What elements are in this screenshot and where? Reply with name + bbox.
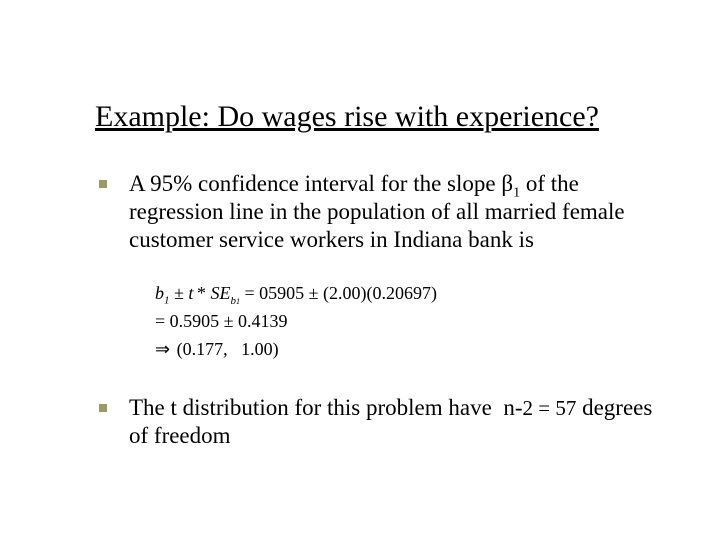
slide-title: Example: Do wages rise with experience? bbox=[95, 100, 660, 134]
equation-line-1: b1 ± t * SEb1 = 05905 ± (2.00)(0.20697) bbox=[155, 280, 660, 308]
bullet-list-2: The t distribution for this problem have… bbox=[95, 394, 660, 450]
slide-container: Example: Do wages rise with experience? … bbox=[0, 0, 720, 540]
bullet-item-2: The t distribution for this problem have… bbox=[95, 394, 660, 450]
equation-line-2: = 0.5905 ± 0.4139 bbox=[155, 308, 660, 336]
equation-line-3: ⇒ (0.177, 1.00) bbox=[155, 336, 660, 364]
bullet-item-1: A 95% confidence interval for the slope … bbox=[95, 170, 660, 254]
equation-block: b1 ± t * SEb1 = 05905 ± (2.00)(0.20697) … bbox=[155, 280, 660, 364]
bullet-list: A 95% confidence interval for the slope … bbox=[95, 170, 660, 254]
